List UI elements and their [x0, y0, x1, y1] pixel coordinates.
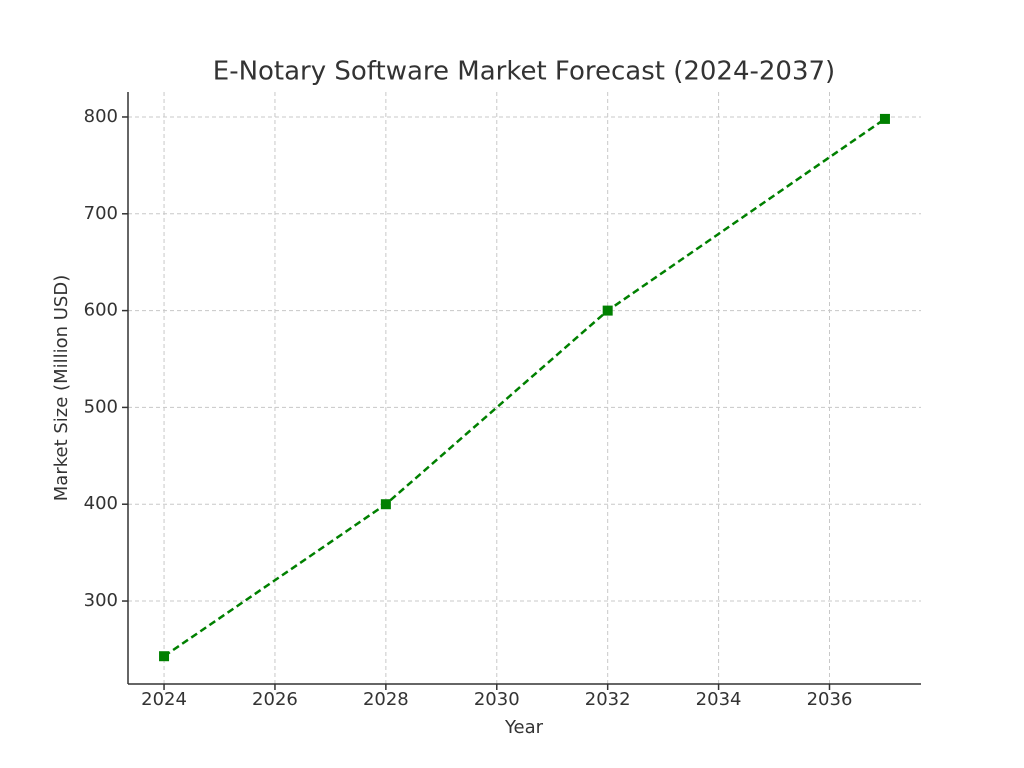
x-tick-label: 2034	[696, 689, 742, 710]
y-tick-label: 300	[84, 590, 118, 611]
marker	[159, 651, 170, 662]
y-tick-label: 700	[84, 203, 118, 224]
marker	[602, 305, 613, 316]
chart-title: E-Notary Software Market Forecast (2024-…	[213, 57, 835, 87]
marker	[380, 499, 391, 510]
x-tick-label: 2036	[807, 689, 853, 710]
x-axis-label: Year	[504, 717, 544, 738]
y-axis-label: Market Size (Million USD)	[51, 275, 72, 501]
x-tick-label: 2030	[474, 689, 520, 710]
marker	[879, 113, 890, 124]
y-tick-label: 400	[84, 493, 118, 514]
y-tick-label: 800	[84, 106, 118, 127]
x-tick-label: 2028	[363, 689, 409, 710]
y-tick-label: 500	[84, 396, 118, 417]
y-tick-label: 600	[84, 300, 118, 321]
x-tick-label: 2026	[252, 689, 298, 710]
line	[163, 117, 886, 658]
x-tick-label: 2032	[585, 689, 631, 710]
x-tick-label: 2024	[141, 689, 187, 710]
